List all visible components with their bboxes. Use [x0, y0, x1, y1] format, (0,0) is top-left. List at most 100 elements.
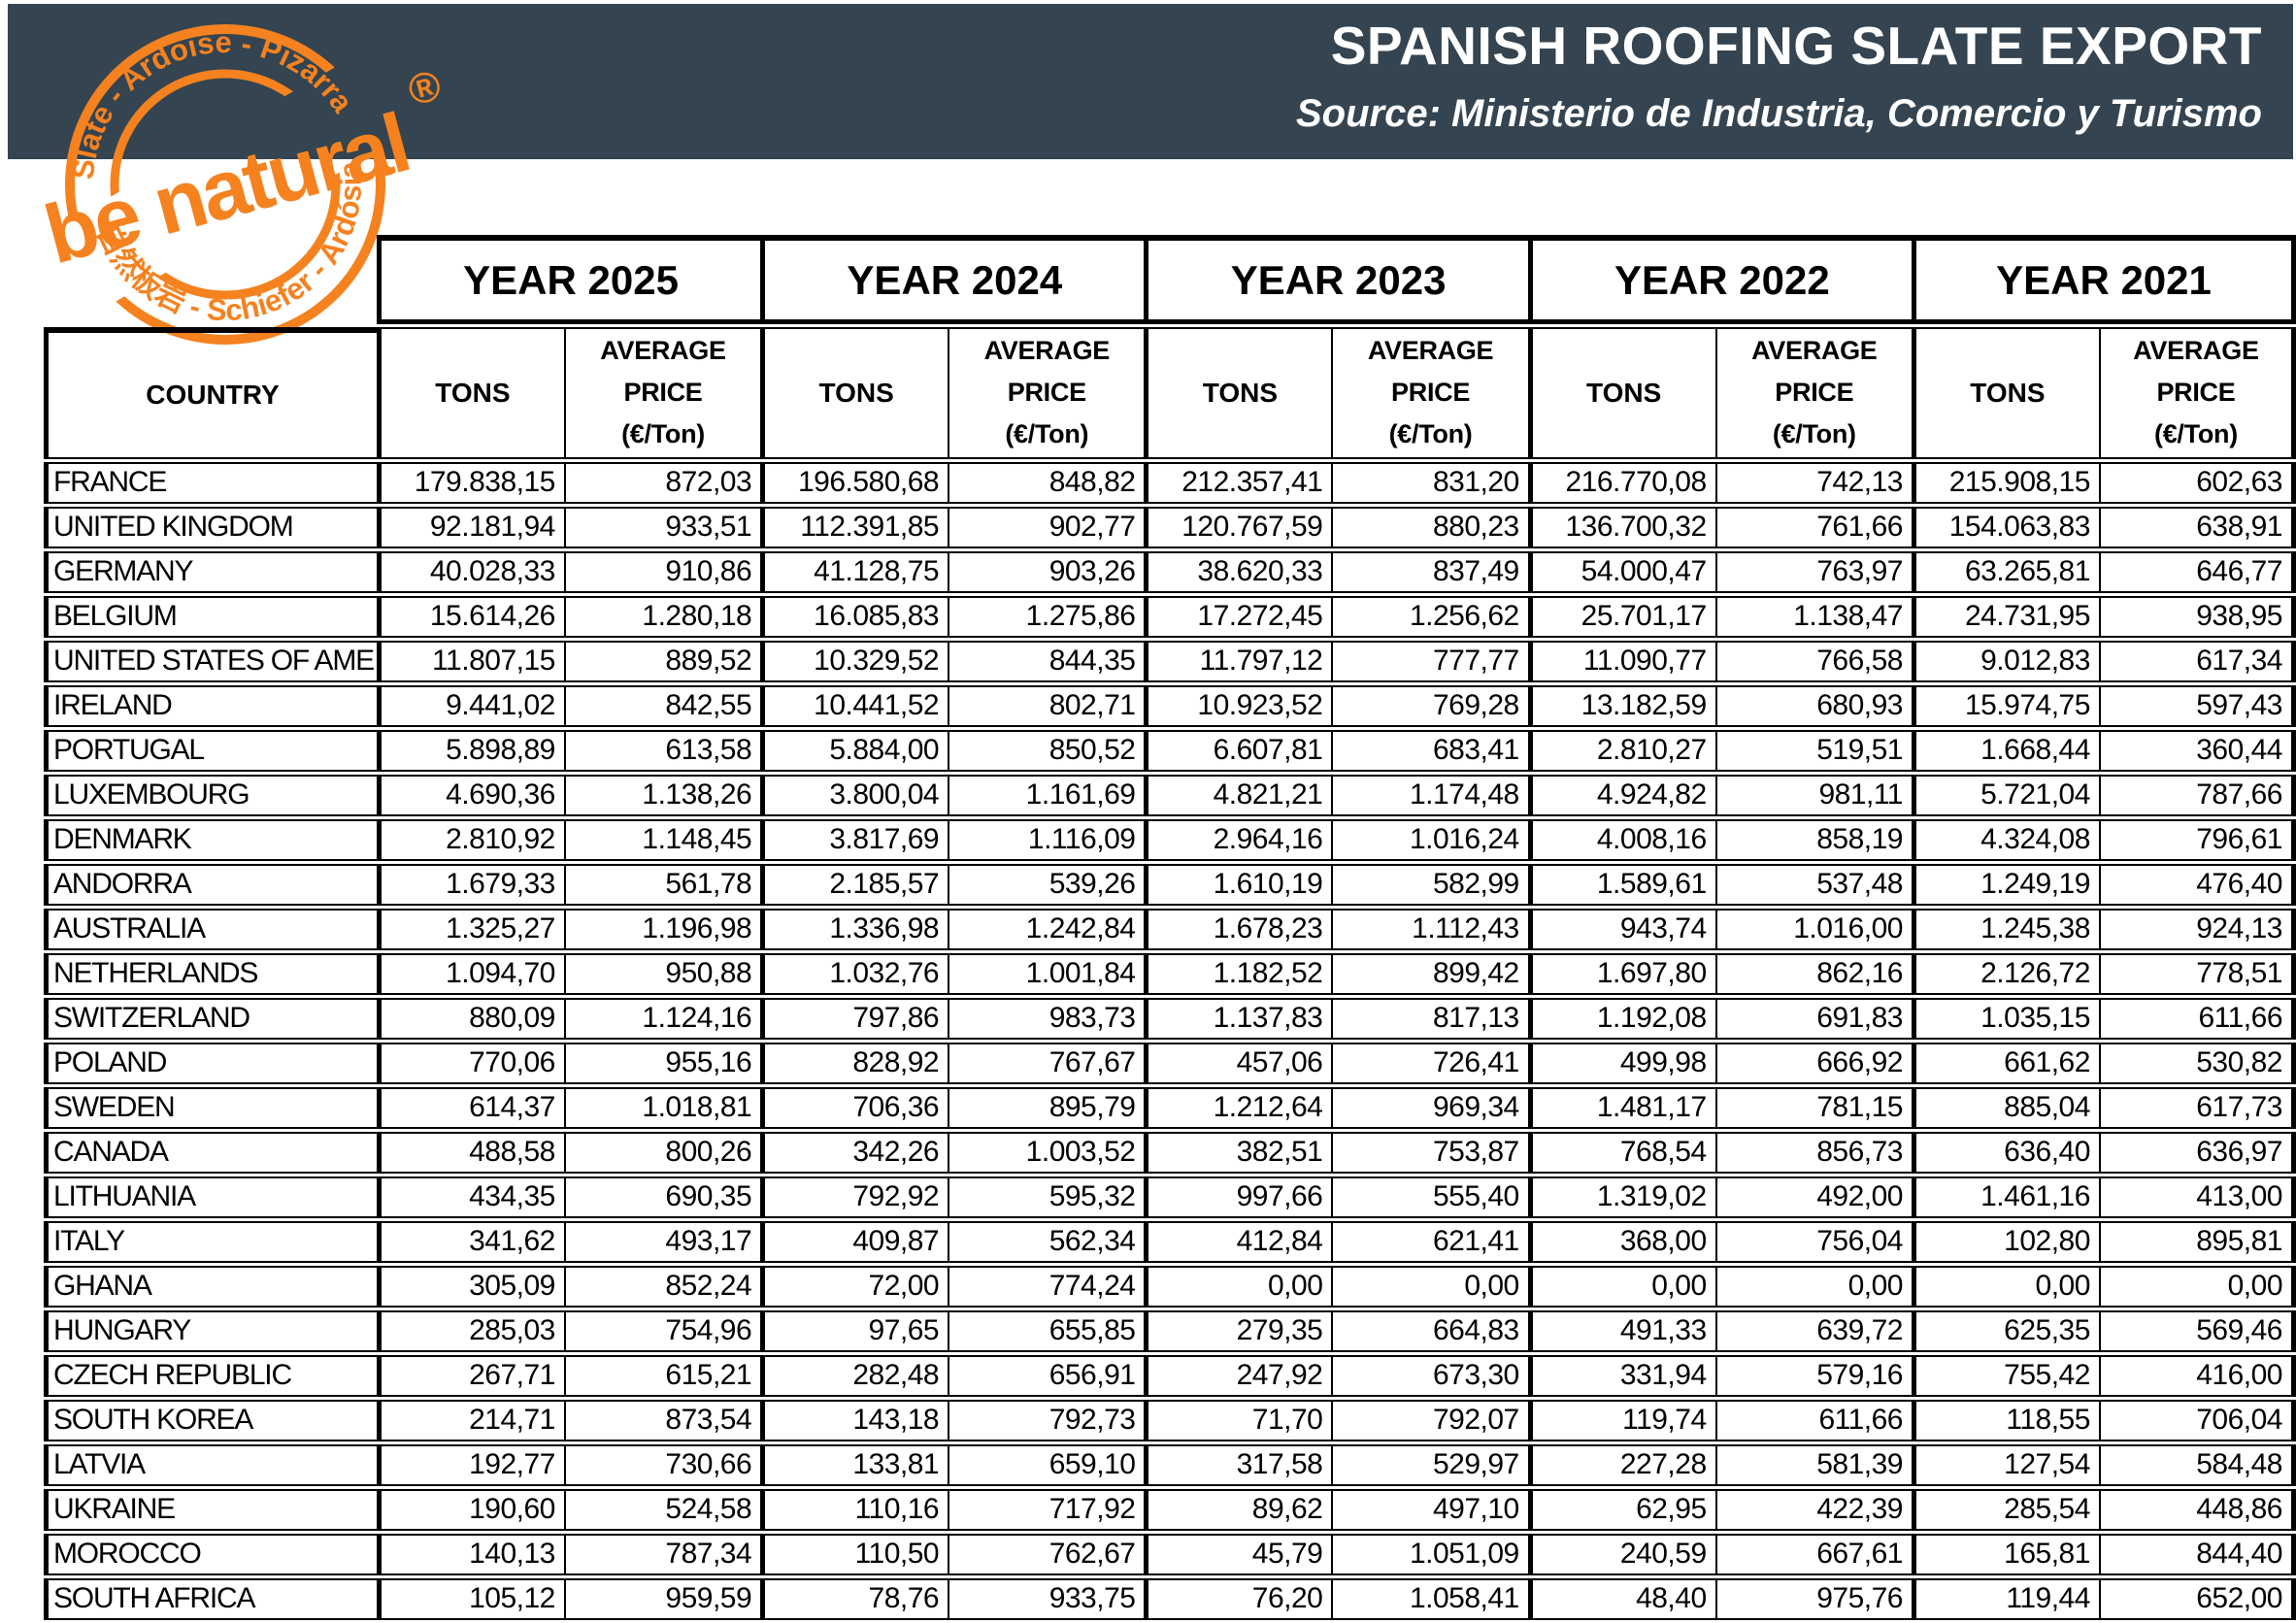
tons-2022-cell: 1.192,08: [1527, 997, 1715, 1040]
price-2023-cell: 969,34: [1331, 1086, 1528, 1129]
tons-2023-cell: 997,66: [1144, 1176, 1332, 1218]
price-2023-cell: 497,10: [1331, 1488, 1528, 1531]
table-row: GHANA 305,09 852,24 72,00 774,24 0,00 0,…: [44, 1265, 2296, 1308]
price-2021-cell: 638,91: [2098, 506, 2296, 548]
tons-2024-cell: 143,18: [760, 1399, 948, 1441]
price-2021-cell: 584,48: [2098, 1443, 2296, 1486]
table-row: LUXEMBOURG 4.690,36 1.138,26 3.800,04 1.…: [44, 774, 2296, 816]
tons-2022-cell: 11.090,77: [1527, 640, 1715, 682]
price-2025-cell: 1.124,16: [563, 997, 761, 1040]
tons-2024-cell: 110,16: [760, 1488, 948, 1531]
tons-2021-cell: 127,54: [1911, 1443, 2099, 1486]
tons-2025-cell: 9.441,02: [376, 684, 564, 727]
tons-2022-cell: 0,00: [1527, 1265, 1715, 1308]
price-2025-cell: 950,88: [563, 952, 761, 995]
country-cell: PORTUGAL: [44, 729, 377, 772]
table-body: FRANCE 179.838,15 872,03 196.580,68 848,…: [44, 461, 2296, 1620]
tons-2023-cell: 1.137,83: [1144, 997, 1332, 1040]
price-2022-cell: 691,83: [1714, 997, 1912, 1040]
price-2025-cell: 842,55: [563, 684, 761, 727]
price-2021-cell: 924,13: [2098, 908, 2296, 950]
country-cell: HUNGARY: [44, 1309, 377, 1352]
tons-2022-cell: 54.000,47: [1527, 550, 1715, 593]
tons-2025-cell: 92.181,94: [376, 506, 564, 548]
price-2022-cell: 981,11: [1714, 774, 1912, 816]
price-2025-cell: 1.148,45: [563, 818, 761, 861]
tons-2021-cell: 1.249,19: [1911, 863, 2099, 906]
tons-2023-cell: 11.797,12: [1144, 640, 1332, 682]
price-2023-cell: 683,41: [1331, 729, 1528, 772]
price-2024-cell: 539,26: [948, 863, 1145, 906]
price-2024-cell: 717,92: [948, 1488, 1145, 1531]
price-2025-cell: 872,03: [563, 461, 761, 504]
price-2025-cell: 800,26: [563, 1131, 761, 1174]
table-row: MOROCCO 140,13 787,34 110,50 762,67 45,7…: [44, 1533, 2296, 1575]
tons-header-2025: TONS: [376, 327, 564, 459]
tons-2025-cell: 880,09: [376, 997, 564, 1040]
price-header-line2: (€/Ton): [1005, 419, 1089, 449]
country-cell: LATVIA: [44, 1443, 377, 1486]
tons-2021-cell: 63.265,81: [1911, 550, 2099, 593]
tons-2024-cell: 797,86: [760, 997, 948, 1040]
tons-2024-cell: 2.185,57: [760, 863, 948, 906]
price-2024-cell: 762,67: [948, 1533, 1145, 1575]
tons-2024-cell: 5.884,00: [760, 729, 948, 772]
table-row: UNITED STATES OF AME 11.807,15 889,52 10…: [44, 640, 2296, 682]
table-row: ANDORRA 1.679,33 561,78 2.185,57 539,26 …: [44, 863, 2296, 906]
price-2021-cell: 796,61: [2098, 818, 2296, 861]
price-2022-cell: 756,04: [1714, 1220, 1912, 1263]
tons-2022-cell: 48,40: [1527, 1577, 1715, 1620]
price-2025-cell: 1.018,81: [563, 1086, 761, 1129]
price-2023-cell: 880,23: [1331, 506, 1528, 548]
price-2023-cell: 555,40: [1331, 1176, 1528, 1218]
price-2024-cell: 767,67: [948, 1042, 1145, 1084]
table-row: NETHERLANDS 1.094,70 950,88 1.032,76 1.0…: [44, 952, 2296, 995]
price-2023-cell: 673,30: [1331, 1354, 1528, 1397]
tons-2021-cell: 0,00: [1911, 1265, 2099, 1308]
year-header-2024: YEAR 2024: [760, 235, 1145, 324]
price-header-2025: AVERAGE PRICE (€/Ton): [563, 327, 761, 459]
price-2024-cell: 656,91: [948, 1354, 1145, 1397]
tons-2022-cell: 1.481,17: [1527, 1086, 1715, 1129]
price-2025-cell: 493,17: [563, 1220, 761, 1263]
table-row: HUNGARY 285,03 754,96 97,65 655,85 279,3…: [44, 1309, 2296, 1352]
price-2022-cell: 667,61: [1714, 1533, 1912, 1575]
price-2023-cell: 899,42: [1331, 952, 1528, 995]
country-cell: UNITED STATES OF AME: [44, 640, 377, 682]
price-2024-cell: 1.275,86: [948, 595, 1145, 638]
tons-2024-cell: 706,36: [760, 1086, 948, 1129]
price-2023-cell: 831,20: [1331, 461, 1528, 504]
year-header-2022: YEAR 2022: [1527, 235, 1912, 324]
tons-2023-cell: 89,62: [1144, 1488, 1332, 1531]
tons-2021-cell: 9.012,83: [1911, 640, 2099, 682]
tons-2021-cell: 119,44: [1911, 1577, 2099, 1620]
tons-2022-cell: 4.924,82: [1527, 774, 1715, 816]
tons-2023-cell: 2.964,16: [1144, 818, 1332, 861]
price-2022-cell: 611,66: [1714, 1399, 1912, 1441]
price-2021-cell: 646,77: [2098, 550, 2296, 593]
country-cell: ITALY: [44, 1220, 377, 1263]
tons-2021-cell: 15.974,75: [1911, 684, 2099, 727]
price-2022-cell: 1.016,00: [1714, 908, 1912, 950]
price-2021-cell: 530,82: [2098, 1042, 2296, 1084]
tons-2023-cell: 10.923,52: [1144, 684, 1332, 727]
tons-2025-cell: 285,03: [376, 1309, 564, 1352]
tons-2024-cell: 133,81: [760, 1443, 948, 1486]
tons-2023-cell: 1.212,64: [1144, 1086, 1332, 1129]
table-row: SOUTH KOREA 214,71 873,54 143,18 792,73 …: [44, 1399, 2296, 1441]
tons-2023-cell: 71,70: [1144, 1399, 1332, 1441]
tons-2022-cell: 1.589,61: [1527, 863, 1715, 906]
price-2024-cell: 848,82: [948, 461, 1145, 504]
tons-2024-cell: 1.032,76: [760, 952, 948, 995]
price-header-2022: AVERAGE PRICE (€/Ton): [1714, 327, 1912, 459]
price-2022-cell: 766,58: [1714, 640, 1912, 682]
price-2025-cell: 955,16: [563, 1042, 761, 1084]
price-header-2021: AVERAGE PRICE (€/Ton): [2098, 327, 2296, 459]
price-2024-cell: 850,52: [948, 729, 1145, 772]
tons-2021-cell: 5.721,04: [1911, 774, 2099, 816]
table-row: ITALY 341,62 493,17 409,87 562,34 412,84…: [44, 1220, 2296, 1263]
tons-2024-cell: 792,92: [760, 1176, 948, 1218]
tons-2025-cell: 341,62: [376, 1220, 564, 1263]
price-2024-cell: 774,24: [948, 1265, 1145, 1308]
tons-2023-cell: 317,58: [1144, 1443, 1332, 1486]
